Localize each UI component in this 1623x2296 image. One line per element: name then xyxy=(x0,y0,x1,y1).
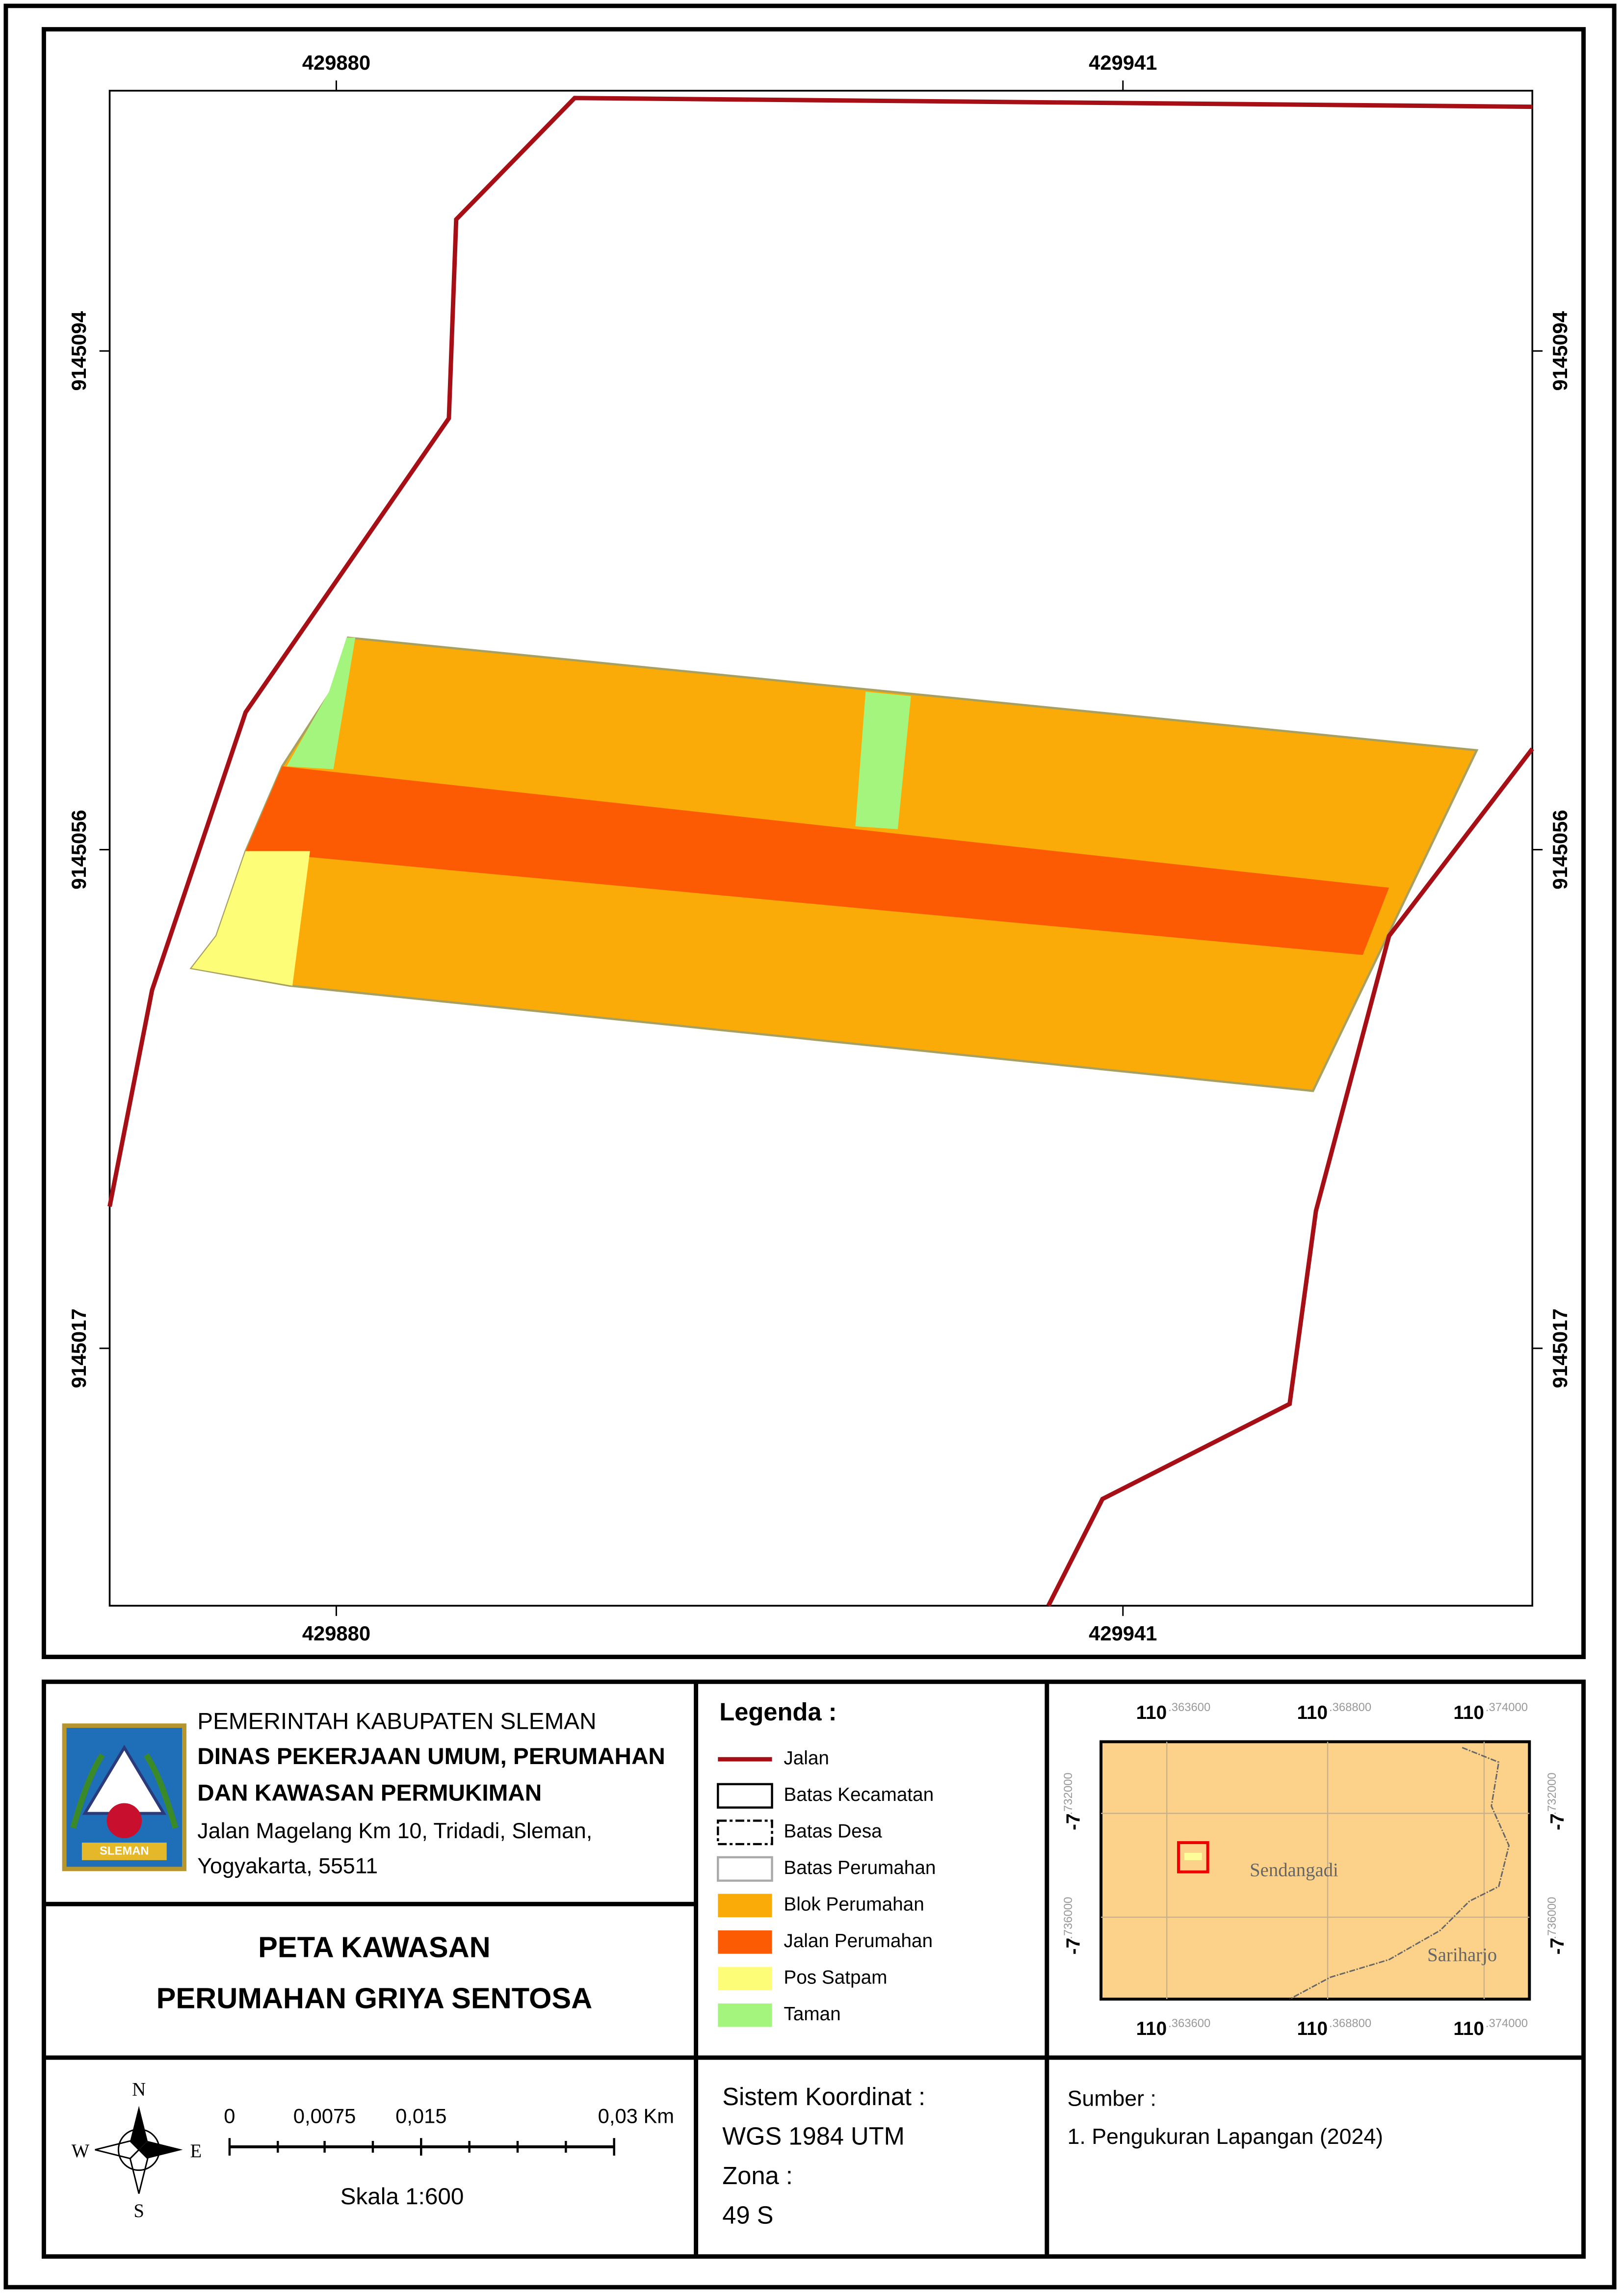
department: DINAS PEKERJAAN UMUM, PERUMAHAN xyxy=(197,1743,665,1769)
inset-x-deg: 110 xyxy=(1136,1702,1167,1723)
inset-y-deg: -7 xyxy=(1547,1938,1568,1954)
coordinate-system: WGS 1984 UTM xyxy=(722,2122,905,2150)
inset-grid xyxy=(1101,1742,1530,1999)
logo-text: SLEMAN xyxy=(100,1844,149,1857)
compass-point xyxy=(130,2106,148,2150)
x-tick-label: 429941 xyxy=(1089,1622,1157,1645)
scale-bar xyxy=(228,2138,615,2156)
inset-x-min: .368800 xyxy=(1329,1701,1371,1714)
legend-swatch xyxy=(718,1930,772,1954)
logo-leaves xyxy=(70,1753,179,1829)
jalan xyxy=(1046,747,1534,1607)
address: Yogyakarta, 55511 xyxy=(197,1854,378,1878)
legend-label: Jalan Perumahan xyxy=(784,1930,933,1952)
inset-y-deg: -7 xyxy=(1063,1938,1084,1954)
info-frame xyxy=(41,1679,1586,2259)
compass-letter: N xyxy=(132,2079,146,2100)
legend-label: Batas Desa xyxy=(784,1821,882,1842)
inset-y-min: .732000 xyxy=(1545,1772,1559,1815)
scale-ticks xyxy=(228,2138,615,2156)
x-tick-label: 429941 xyxy=(1089,51,1157,74)
inset-frame xyxy=(1099,1740,1531,2001)
agency: PEMERINTAH KABUPATEN SLEMAN xyxy=(197,1708,596,1734)
pos-satpam xyxy=(191,851,310,986)
logo-banner xyxy=(81,1843,167,1860)
compass-letter: S xyxy=(133,2200,144,2221)
inset-y-min: .736000 xyxy=(1545,1897,1559,1939)
place-label: Sariharjo xyxy=(1427,1944,1497,1965)
scale-label: 0,03 Km xyxy=(598,2104,674,2127)
legend-label: Blok Perumahan xyxy=(784,1894,924,1915)
map-features xyxy=(107,96,1534,1607)
place-label: Sendangadi xyxy=(1250,1860,1338,1881)
jalan xyxy=(107,96,1533,1207)
y-tick-label: 9145094 xyxy=(1548,311,1571,391)
legend-label: Batas Kecamatan xyxy=(784,1784,934,1805)
legend-label: Jalan xyxy=(784,1747,829,1768)
legend-title: Legenda : xyxy=(719,1698,837,1726)
y-tick-label: 9145056 xyxy=(1548,810,1571,889)
legend-swatch xyxy=(717,1856,773,1882)
scale-label: 0 xyxy=(224,2104,235,2127)
coordinate-system: Sistem Koordinat : xyxy=(722,2083,925,2111)
logo-emblem xyxy=(106,1803,142,1839)
district-boundary xyxy=(1289,1746,1510,2000)
source: Sumber : xyxy=(1068,2086,1156,2111)
inset-x-deg: 110 xyxy=(1136,2018,1167,2039)
legend-swatch xyxy=(718,1967,772,1991)
compass-letter: E xyxy=(190,2140,202,2162)
jalan-perumahan xyxy=(245,766,1389,955)
legend-swatch xyxy=(717,1820,773,1846)
scale-label: 0,0075 xyxy=(293,2104,356,2127)
scale-text: Skala 1:600 xyxy=(340,2184,464,2210)
y-tick-label: 9145017 xyxy=(1548,1309,1571,1388)
y-tick-label: 9145017 xyxy=(67,1309,90,1388)
map-frame xyxy=(41,27,1586,1660)
compass xyxy=(95,2106,183,2194)
inset-y-deg: -7 xyxy=(1063,1813,1084,1830)
inset-x-deg: 110 xyxy=(1297,1702,1328,1723)
address: Jalan Magelang Km 10, Tridadi, Sleman, xyxy=(197,1819,592,1843)
inset-x-deg: 110 xyxy=(1453,1702,1484,1723)
legend-swatch xyxy=(717,1783,773,1809)
compass-letter: W xyxy=(72,2140,90,2162)
inset-y-deg: -7 xyxy=(1547,1813,1568,1830)
coordinate-system: Zona : xyxy=(722,2162,793,2190)
legend-label: Pos Satpam xyxy=(784,1967,887,1988)
inset-x-min: .368800 xyxy=(1329,2017,1371,2030)
legend-swatch xyxy=(718,2003,772,2027)
inset-x-min: .374000 xyxy=(1486,1701,1528,1714)
inset-y-min: .736000 xyxy=(1062,1897,1075,1939)
department: DAN KAWASAN PERMUKIMAN xyxy=(197,1780,542,1806)
logo xyxy=(62,1723,186,1872)
y-tick-label: 9145094 xyxy=(67,311,90,391)
legend-label: Batas Perumahan xyxy=(784,1857,936,1878)
taman xyxy=(287,637,356,769)
map-title: PETA KAWASAN xyxy=(258,1930,490,1963)
inset-x-min: .363600 xyxy=(1168,1701,1210,1714)
location-mark xyxy=(1184,1852,1202,1860)
y-tick-label: 9145056 xyxy=(67,810,90,889)
legend-swatch xyxy=(718,1894,772,1918)
compass-ring xyxy=(117,2128,160,2171)
inset-x-deg: 110 xyxy=(1453,2018,1484,2039)
inset-y-min: .732000 xyxy=(1062,1772,1075,1815)
coordinate-system: 49 S xyxy=(722,2201,773,2229)
inset-x-min: .363600 xyxy=(1168,2017,1210,2030)
scale-label: 0,015 xyxy=(395,2104,446,2127)
location-box xyxy=(1177,1841,1209,1874)
inset-x-min: .374000 xyxy=(1486,2017,1528,2030)
inset-map xyxy=(1099,1740,1531,2001)
taman xyxy=(855,691,911,829)
x-tick-label: 429880 xyxy=(302,51,370,74)
legend-label: Taman xyxy=(784,2004,840,2025)
compass-point xyxy=(139,2141,183,2159)
source: 1. Pengukuran Lapangan (2024) xyxy=(1068,2125,1384,2149)
inset-x-deg: 110 xyxy=(1297,2018,1328,2039)
x-tick-label: 429880 xyxy=(302,1622,370,1645)
map-title: PERUMAHAN GRIYA SENTOSA xyxy=(157,1982,593,2015)
